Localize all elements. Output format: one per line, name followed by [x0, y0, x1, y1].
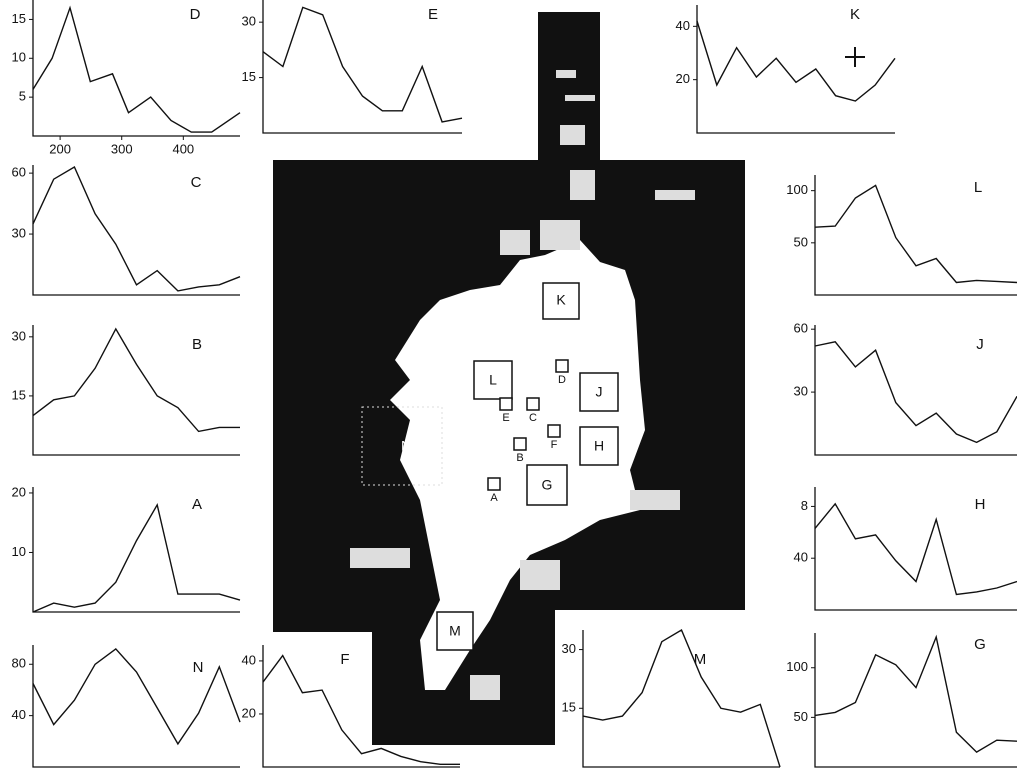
map-label: G [542, 477, 553, 493]
y-tick-label: 40 [12, 707, 26, 722]
chart-title: K [850, 6, 860, 23]
chart-title: J [976, 336, 984, 353]
speckle [565, 95, 595, 101]
speckle [520, 560, 560, 590]
speckle [655, 190, 695, 200]
data-line [33, 505, 240, 612]
speckle [570, 170, 595, 200]
chart-title: C [191, 174, 202, 191]
y-tick-label: 20 [676, 71, 690, 86]
map-label: L [489, 372, 497, 388]
map-label: D [558, 374, 566, 386]
axis [33, 165, 240, 295]
data-line [815, 504, 1017, 595]
small-box [500, 398, 512, 410]
y-tick-label: 80 [12, 656, 26, 671]
small-box [556, 360, 568, 372]
y-tick-label: 100 [786, 182, 808, 197]
data-line [815, 185, 1017, 282]
y-tick-label: 10 [12, 50, 26, 65]
y-tick-label: 40 [242, 652, 256, 667]
page: K L J H G M N D E C F B A D 5 10 15 200 300 40… [0, 0, 1017, 771]
y-tick-label: 100 [786, 659, 808, 674]
y-tick-label: 10 [12, 544, 26, 559]
figure: K L J H G M N D E C F B A D 5 10 15 200 300 40… [0, 0, 1017, 771]
map-label: B [516, 452, 523, 464]
map-label: M [449, 623, 461, 639]
map-label: F [551, 439, 558, 451]
small-box [514, 438, 526, 450]
speckle [350, 548, 410, 568]
axis [815, 487, 1017, 610]
y-tick-label: 60 [12, 165, 26, 180]
axis [33, 487, 240, 612]
y-tick-label: 60 [794, 321, 808, 336]
speckle [470, 675, 500, 700]
speckle [560, 125, 585, 145]
axis [815, 325, 1017, 455]
axis [33, 645, 240, 767]
axis [33, 325, 240, 455]
small-box [488, 478, 500, 490]
y-tick-label: 30 [562, 641, 576, 656]
data-line [263, 7, 462, 122]
data-line [33, 8, 240, 132]
chart-title: N [193, 659, 204, 676]
y-tick-label: 8 [801, 498, 808, 513]
data-line [583, 630, 780, 767]
y-tick-label: 15 [12, 11, 26, 26]
small-box [527, 398, 539, 410]
y-tick-label: 40 [676, 18, 690, 33]
chart-title: D [190, 6, 201, 23]
data-line [815, 342, 1017, 443]
chart-title: G [974, 636, 986, 653]
chart-title: F [340, 651, 349, 668]
map-label: E [502, 412, 509, 424]
cross-marker [845, 47, 865, 67]
y-tick-label: 15 [562, 700, 576, 715]
y-tick-label: 50 [794, 709, 808, 724]
y-tick-label: 30 [12, 226, 26, 241]
x-tick-label: 400 [172, 141, 194, 156]
y-tick-label: 30 [794, 384, 808, 399]
axis [697, 5, 895, 133]
speckle [556, 70, 576, 78]
chart-title: B [192, 336, 202, 353]
chart-title: A [192, 496, 202, 513]
map-label: A [490, 492, 498, 504]
small-box [548, 425, 560, 437]
speckle [540, 220, 580, 250]
y-tick-label: 40 [794, 550, 808, 565]
y-tick-label: 20 [242, 705, 256, 720]
data-line [33, 329, 240, 432]
y-tick-label: 15 [242, 69, 256, 84]
axis [33, 0, 240, 136]
data-line [33, 649, 240, 744]
y-tick-label: 20 [12, 484, 26, 499]
data-line [697, 21, 895, 101]
map-label: J [596, 384, 603, 400]
data-line [815, 637, 1017, 752]
map-label: N [401, 438, 411, 454]
speckle [630, 490, 680, 510]
data-line [33, 167, 240, 291]
map-label: H [594, 438, 604, 454]
map-label: K [556, 292, 566, 308]
chart-title: L [974, 179, 982, 196]
speckle [500, 230, 530, 255]
axis [583, 630, 780, 767]
y-tick-label: 5 [19, 89, 26, 104]
x-tick-label: 200 [49, 141, 71, 156]
y-tick-label: 15 [12, 387, 26, 402]
chart-title: H [975, 496, 986, 513]
y-tick-label: 30 [12, 328, 26, 343]
x-tick-label: 300 [111, 141, 133, 156]
axis [815, 175, 1017, 295]
chart-title: E [428, 6, 438, 23]
y-tick-label: 50 [794, 234, 808, 249]
map-label: C [529, 412, 537, 424]
y-tick-label: 30 [242, 14, 256, 29]
